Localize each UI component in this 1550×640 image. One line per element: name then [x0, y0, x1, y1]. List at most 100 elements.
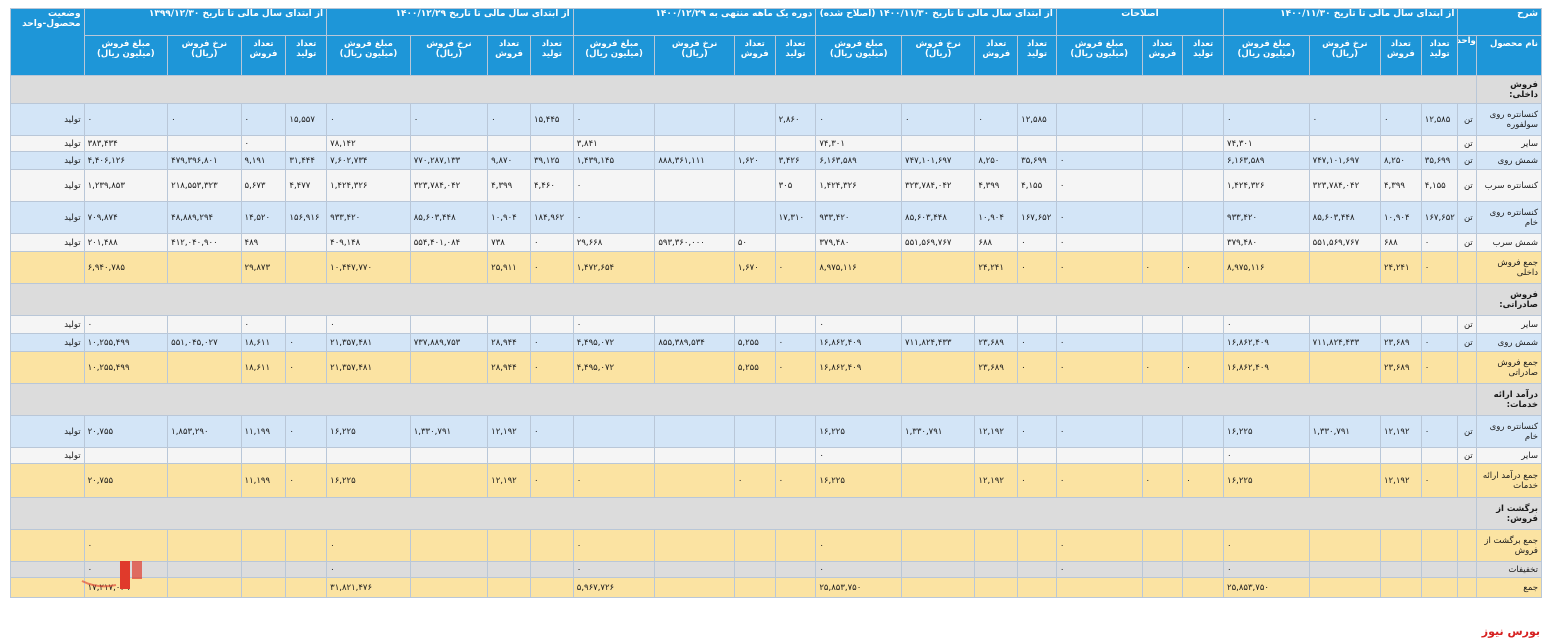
- group-header-4: دوره یک ماهه منتهی به ۱۴۰۰/۱۲/۲۹: [572, 8, 817, 36]
- value-cell: ۸,۹۷۵,۱۱۶: [1223, 251, 1310, 284]
- value-cell: ۰: [1182, 251, 1225, 284]
- table-row: سایر تن ۰ ۰ تولید: [10, 447, 1543, 464]
- value-cell: ۰: [529, 351, 574, 384]
- value-cell: [1017, 577, 1057, 598]
- value-cell: [900, 529, 976, 562]
- value-cell: [1017, 447, 1057, 464]
- unit-cell: تن: [1457, 415, 1477, 448]
- section-header-row: برگشت از فروش:: [10, 497, 1543, 530]
- value-cell: ۲,۸۶۰: [774, 103, 817, 136]
- value-cell: [1141, 201, 1184, 234]
- value-cell: ۱,۴۳۹,۱۴۵: [572, 151, 656, 170]
- value-cell: ۰: [326, 529, 411, 562]
- value-cell: [1182, 447, 1225, 464]
- value-cell: ۸,۲۵۰: [974, 151, 1019, 170]
- value-cell: [900, 135, 976, 152]
- value-cell: [900, 463, 976, 498]
- value-cell: [1379, 135, 1422, 152]
- value-cell: ۱۶,۲۲۵: [1223, 463, 1310, 498]
- value-cell: [240, 529, 287, 562]
- value-cell: ۰: [167, 103, 242, 136]
- section-label: فروش صادراتی:: [1475, 283, 1543, 316]
- value-cell: ۲۰,۷۵۵: [83, 415, 169, 448]
- value-cell: ۸,۹۷۵,۱۱۶: [815, 251, 902, 284]
- status-cell: تولید: [10, 151, 85, 170]
- value-cell: ۲۳,۶۸۹: [974, 333, 1019, 352]
- value-cell: ۰: [815, 529, 902, 562]
- value-cell: ۴۷۹,۳۹۶,۸۰۱: [167, 151, 242, 170]
- value-cell: [409, 561, 489, 578]
- value-cell: ۲۵,۹۱۱: [487, 251, 531, 284]
- value-cell: [733, 415, 776, 448]
- value-cell: [529, 561, 574, 578]
- value-cell: [1420, 577, 1459, 598]
- value-cell: ۰: [326, 315, 411, 334]
- value-cell: ۰: [1055, 529, 1143, 562]
- value-cell: ۴۸,۸۸۹,۲۹۴: [167, 201, 242, 234]
- value-cell: [529, 447, 574, 464]
- value-cell: ۶,۱۶۳,۵۸۹: [1223, 151, 1310, 170]
- value-cell: [409, 577, 489, 598]
- value-cell: [654, 315, 735, 334]
- value-cell: [409, 251, 489, 284]
- value-cell: [1379, 561, 1422, 578]
- value-cell: ۷۴,۳۰۱: [1223, 135, 1310, 152]
- value-cell: ۰: [1223, 447, 1310, 464]
- value-cell: ۰: [240, 103, 287, 136]
- status-cell: تولید: [10, 103, 85, 136]
- value-cell: ۱,۴۲۴,۳۲۶: [326, 169, 411, 202]
- status-cell: تولید: [10, 201, 85, 234]
- value-cell: ۸۵,۶۰۳,۴۴۸: [409, 201, 489, 234]
- value-cell: ۲۰۱,۴۸۸: [83, 233, 169, 252]
- value-cell: ۱۶,۸۶۲,۴۰۹: [1223, 351, 1310, 384]
- value-cell: [409, 351, 489, 384]
- value-cell: ۵۵۱,۵۶۹,۷۶۷: [900, 233, 976, 252]
- value-cell: [1182, 135, 1225, 152]
- value-cell: [1308, 463, 1381, 498]
- product-name-cell: شمش سرب: [1475, 233, 1543, 252]
- value-cell: ۰: [1223, 561, 1310, 578]
- value-cell: [654, 415, 735, 448]
- value-cell: ۳۹,۱۲۵: [529, 151, 574, 170]
- value-cell: ۸۵,۶۰۳,۴۴۸: [1308, 201, 1381, 234]
- value-cell: ۰: [1055, 415, 1143, 448]
- value-cell: [774, 447, 817, 464]
- value-cell: ۱۰,۴۴۷,۷۷۰: [326, 251, 411, 284]
- g2-col-0: تعداد تولید: [1182, 35, 1225, 76]
- value-cell: ۰: [572, 529, 656, 562]
- value-cell: ۰: [572, 561, 656, 578]
- value-cell: [285, 447, 328, 464]
- value-cell: ۰: [285, 351, 328, 384]
- value-cell: ۰: [326, 561, 411, 578]
- value-cell: [900, 577, 976, 598]
- value-cell: ۰: [1308, 103, 1381, 136]
- value-cell: ۱,۴۲۴,۳۲۶: [815, 169, 902, 202]
- value-cell: [1141, 135, 1184, 152]
- value-cell: ۰: [529, 415, 574, 448]
- value-cell: [285, 233, 328, 252]
- value-cell: ۸۵,۶۰۳,۴۴۸: [900, 201, 976, 234]
- value-cell: [1017, 561, 1057, 578]
- product-name-cell: کنسانتره روی خام: [1475, 201, 1543, 234]
- product-name-cell: شمش روی: [1475, 333, 1543, 352]
- unit-cell: [1457, 351, 1477, 384]
- value-cell: ۱,۳۳۰,۷۹۱: [409, 415, 489, 448]
- value-cell: [1141, 577, 1184, 598]
- value-cell: ۲۱,۳۵۷,۴۸۱: [326, 351, 411, 384]
- value-cell: [1308, 561, 1381, 578]
- value-cell: ۵,۶۷۳: [240, 169, 287, 202]
- product-name-cell: کنسانتره سرب: [1475, 169, 1543, 202]
- value-cell: [1141, 447, 1184, 464]
- value-cell: ۰: [1055, 151, 1143, 170]
- value-cell: [1308, 351, 1381, 384]
- value-cell: ۱۶۷,۶۵۲: [1017, 201, 1057, 234]
- value-cell: ۲۱۸,۵۵۳,۳۲۳: [167, 169, 242, 202]
- product-name-cell: جمع فروش داخلی: [1475, 251, 1543, 284]
- value-cell: [1182, 103, 1225, 136]
- value-cell: [1182, 151, 1225, 170]
- value-cell: [974, 315, 1019, 334]
- unit-cell: [1457, 251, 1477, 284]
- value-cell: ۸,۲۵۰: [1379, 151, 1422, 170]
- value-cell: [529, 529, 574, 562]
- value-cell: ۷۳۷,۸۸۹,۷۵۳: [409, 333, 489, 352]
